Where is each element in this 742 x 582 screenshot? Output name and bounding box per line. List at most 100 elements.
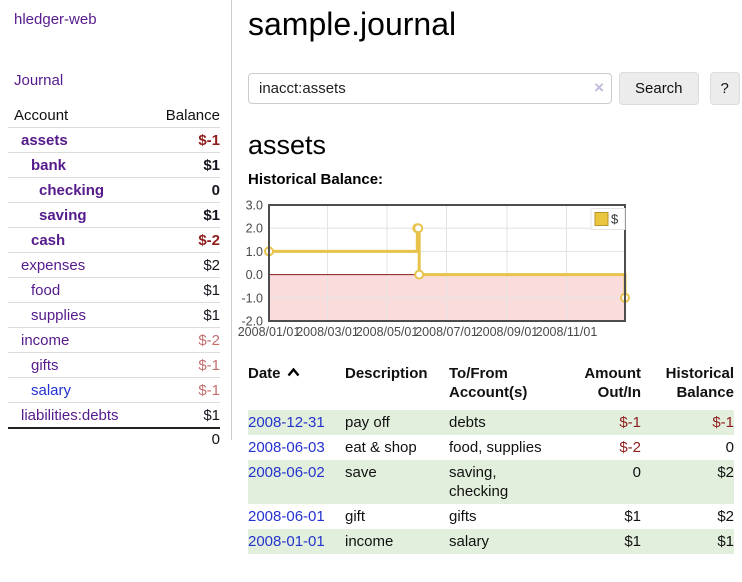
help-button[interactable]: ? xyxy=(709,72,740,105)
transaction-date-link[interactable]: 2008-06-03 xyxy=(248,439,325,456)
svg-text:2008/03/01: 2008/03/01 xyxy=(296,325,359,339)
transaction-balance: $1 xyxy=(717,533,734,550)
account-row-bank[interactable]: bank $1 xyxy=(8,152,220,177)
transaction-date-link[interactable]: 2008-06-01 xyxy=(248,508,325,525)
account-balance: $1 xyxy=(203,281,220,299)
amount-column-header: Amount Out/In xyxy=(584,365,641,401)
page-title: sample.journal xyxy=(248,6,457,42)
account-link-food[interactable]: food xyxy=(31,281,61,299)
account-row-supplies[interactable]: supplies $1 xyxy=(8,302,220,327)
account-balance: $1 xyxy=(203,306,220,324)
svg-text:2008/11/01: 2008/11/01 xyxy=(536,325,598,339)
main-content: sample.journal × Search ? assets Histori… xyxy=(232,0,742,582)
accounts-total-value: 0 xyxy=(211,430,220,448)
account-row-liabilities-debts[interactable]: liabilities:debts $1 xyxy=(8,402,220,427)
account-balance: $-1 xyxy=(198,356,220,374)
transaction-accounts: salary xyxy=(449,533,490,550)
transaction-date-link[interactable]: 2008-01-01 xyxy=(248,533,325,550)
svg-text:2008/09/01: 2008/09/01 xyxy=(476,325,539,339)
search-bar: × Search ? xyxy=(248,72,740,105)
transaction-balance: 0 xyxy=(725,439,734,456)
transaction-accounts: gifts xyxy=(449,508,477,525)
account-link-liabilities-debts[interactable]: liabilities:debts xyxy=(21,406,119,424)
svg-text:0.0: 0.0 xyxy=(246,268,263,282)
sort-ascending-icon xyxy=(287,363,300,382)
account-balance: $1 xyxy=(203,156,220,174)
search-button[interactable]: Search xyxy=(619,72,699,105)
svg-text:2.0: 2.0 xyxy=(246,222,263,236)
svg-text:-1.0: -1.0 xyxy=(241,291,263,305)
clear-search-icon[interactable]: × xyxy=(594,78,604,97)
balance-column-header: Balance xyxy=(165,106,220,124)
account-balance: $1 xyxy=(203,406,220,424)
svg-text:$: $ xyxy=(611,212,619,227)
sidebar: hledger-web Journal Account Balance asse… xyxy=(0,0,232,448)
description-column-header: Description xyxy=(345,365,428,382)
account-row-cash[interactable]: cash $-2 xyxy=(8,227,220,252)
register-row: 2008-06-01 gift gifts $1 $2 xyxy=(248,504,734,529)
transaction-amount: $-1 xyxy=(619,414,641,431)
transaction-amount: $1 xyxy=(624,508,641,525)
current-account-heading: assets xyxy=(248,130,327,160)
accounts-total-row: 0 xyxy=(8,427,220,449)
account-link-expenses[interactable]: expenses xyxy=(21,256,86,274)
account-column-header: Account xyxy=(14,106,69,124)
sidebar-item-journal[interactable]: Journal xyxy=(14,72,64,89)
transaction-balance: $2 xyxy=(717,508,734,525)
account-balance: $-1 xyxy=(198,381,220,399)
transaction-description: eat & shop xyxy=(345,439,417,456)
search-input[interactable] xyxy=(248,73,612,104)
account-link-cash[interactable]: cash xyxy=(31,231,66,249)
transaction-accounts: food, supplies xyxy=(449,439,542,456)
balance-column-header: Historical Balance xyxy=(665,365,734,401)
transaction-accounts: saving, checking xyxy=(449,464,509,500)
transaction-description: gift xyxy=(345,508,366,525)
transaction-date-link[interactable]: 2008-06-02 xyxy=(248,464,325,481)
transaction-balance: $2 xyxy=(717,464,734,481)
transaction-amount: $1 xyxy=(624,533,641,550)
register-row: 2008-01-01 income salary $1 $1 xyxy=(248,529,734,554)
account-row-food[interactable]: food $1 xyxy=(8,277,220,302)
transaction-description: save xyxy=(345,464,377,481)
transaction-description: income xyxy=(345,533,394,550)
account-balance: 0 xyxy=(211,181,220,199)
account-link-salary[interactable]: salary xyxy=(31,381,72,399)
account-row-salary[interactable]: salary $-1 xyxy=(8,377,220,402)
register-row: 2008-06-02 save saving, checking 0 $2 xyxy=(248,460,734,504)
transaction-amount: $-2 xyxy=(619,439,641,456)
account-link-supplies[interactable]: supplies xyxy=(31,306,87,324)
account-balance: $1 xyxy=(203,206,220,224)
account-balance: $-1 xyxy=(198,131,220,149)
chart-title: Historical Balance: xyxy=(248,171,384,188)
svg-text:-2.0: -2.0 xyxy=(241,315,263,329)
transaction-date-link[interactable]: 2008-12-31 xyxy=(248,414,325,431)
chart-canvas: $3.0 2.0 1.0 0.0 -1.0 -2.02008/01/012008/03/0… xyxy=(238,199,630,339)
account-row-saving[interactable]: saving $1 xyxy=(8,202,220,227)
account-row-expenses[interactable]: expenses $2 xyxy=(8,252,220,277)
app-brand-link[interactable]: hledger-web xyxy=(14,11,97,28)
account-row-income[interactable]: income $-2 xyxy=(8,327,220,352)
account-row-assets[interactable]: assets $-1 xyxy=(8,127,220,152)
account-row-checking[interactable]: checking 0 xyxy=(8,177,220,202)
register-table: Date Description To/From Account(s) Amou… xyxy=(248,362,734,554)
account-link-gifts[interactable]: gifts xyxy=(31,356,59,374)
historical-balance-chart: $3.0 2.0 1.0 0.0 -1.0 -2.0 2008/01/01 2008/03/0… xyxy=(232,195,734,347)
accounts-column-header: To/From Account(s) xyxy=(449,365,528,401)
account-row-gifts[interactable]: gifts $-1 xyxy=(8,352,220,377)
svg-text:3.0: 3.0 xyxy=(246,199,263,213)
register-header-row: Date Description To/From Account(s) Amou… xyxy=(248,362,734,410)
account-link-bank[interactable]: bank xyxy=(31,156,67,174)
account-link-assets[interactable]: assets xyxy=(21,131,68,149)
account-link-checking[interactable]: checking xyxy=(39,181,105,199)
transaction-amount: 0 xyxy=(632,464,641,481)
account-balance: $-2 xyxy=(198,331,220,349)
svg-text:2008/07/01: 2008/07/01 xyxy=(415,325,478,339)
account-link-income[interactable]: income xyxy=(21,331,70,349)
account-link-saving[interactable]: saving xyxy=(39,206,87,224)
svg-text:2008/01/01: 2008/01/01 xyxy=(238,325,301,339)
transaction-description: pay off xyxy=(345,414,390,431)
svg-text:1.0: 1.0 xyxy=(246,245,263,259)
date-column-header[interactable]: Date xyxy=(248,362,345,410)
accounts-table-header: Account Balance xyxy=(8,103,220,127)
account-balance: $2 xyxy=(203,256,220,274)
